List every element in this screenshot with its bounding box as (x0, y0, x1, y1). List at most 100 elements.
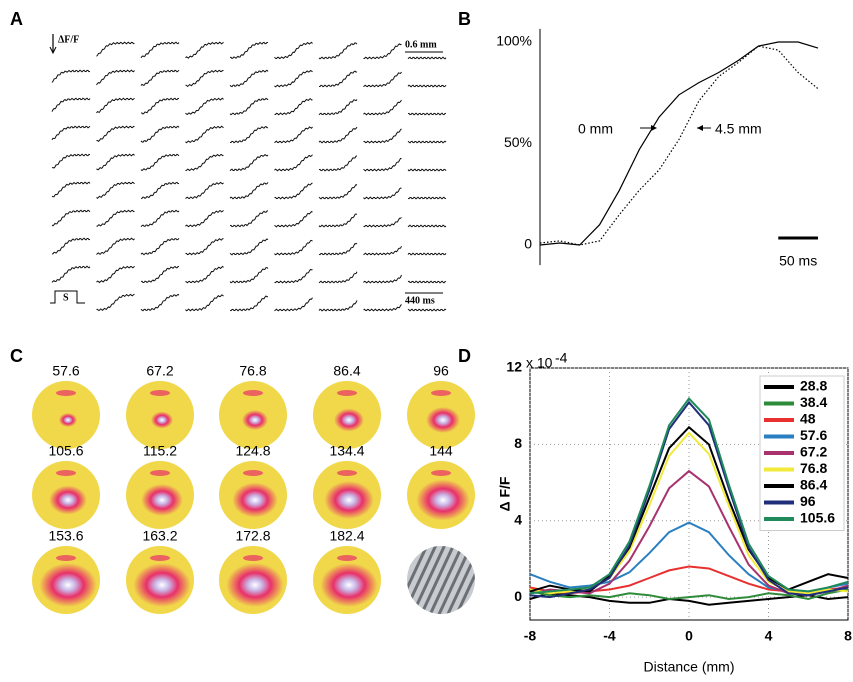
x-tick-label: -8 (524, 628, 537, 644)
image-grid: 57.6 67.2 76.8 86.4 96 105.6 115.2 124.8 134.4 14… (32, 363, 475, 614)
trace (96, 69, 135, 86)
trace (51, 69, 91, 83)
trace (141, 181, 180, 199)
trace (407, 168, 447, 172)
trace (274, 182, 313, 200)
trace (274, 41, 313, 60)
trace (318, 126, 358, 144)
trace (229, 97, 269, 116)
y-multiplier: x 10 (526, 355, 553, 371)
trace (185, 181, 224, 200)
frame-label: 57.6 (52, 363, 79, 379)
phase-map (407, 546, 475, 614)
trace (96, 125, 135, 142)
trace (318, 183, 358, 200)
frame-label: 105.6 (48, 443, 83, 459)
trace (318, 99, 358, 116)
arrow-head (697, 125, 703, 131)
trace (185, 69, 224, 88)
blob (242, 410, 268, 430)
series-line (529, 588, 849, 601)
x-tick-label: -4 (603, 628, 616, 644)
trace (185, 209, 224, 228)
trace (140, 209, 180, 228)
trace (96, 209, 135, 227)
trace (274, 98, 313, 116)
trace (229, 182, 269, 200)
legend-label: 105.6 (800, 510, 835, 526)
trace (407, 280, 447, 284)
trace (51, 125, 91, 141)
trace (363, 217, 402, 228)
legend-label: 38.4 (800, 394, 827, 410)
blob (49, 485, 87, 515)
trace (51, 153, 91, 169)
frame-label: 153.6 (48, 528, 83, 544)
series-line (539, 41, 819, 246)
trace (274, 210, 313, 228)
trace (96, 97, 135, 114)
legend-label: 96 (800, 493, 816, 509)
hotspot (337, 555, 357, 561)
trace (274, 154, 313, 172)
series-line (529, 521, 849, 595)
blob (39, 563, 97, 607)
series-line (539, 45, 819, 246)
y-tick-label: 50% (504, 134, 532, 150)
hotspot (56, 390, 76, 396)
trace (140, 237, 180, 256)
trace (274, 297, 313, 312)
x-tick-label: 4 (765, 628, 773, 644)
delta-label: ΔF/F (58, 34, 79, 45)
hotspot (150, 470, 170, 476)
trace (51, 237, 91, 255)
stimulus-label: S (63, 292, 69, 303)
y-axis-label: Δ F/F (497, 476, 513, 511)
trace (140, 125, 180, 143)
trace (140, 293, 180, 312)
hotspot (431, 470, 451, 476)
hotspot (431, 390, 451, 396)
trace (185, 41, 224, 59)
trace (229, 41, 269, 60)
legend-label: 57.6 (800, 427, 827, 443)
trace (319, 70, 358, 88)
trace-grid (51, 41, 447, 312)
annotation: 0 mm (578, 121, 613, 137)
arrow-head (651, 125, 657, 131)
hotspot (56, 470, 76, 476)
trace (141, 97, 180, 115)
frame-label: 96 (433, 363, 449, 379)
trace (363, 187, 402, 200)
trace (230, 126, 269, 144)
trace (363, 43, 402, 60)
trace (96, 293, 135, 311)
trace (229, 238, 269, 256)
y-tick-label: 8 (514, 435, 522, 451)
legend-label: 48 (800, 411, 816, 427)
trace (407, 224, 447, 228)
x-axis-label: Distance (mm) (643, 659, 734, 675)
series-line (529, 396, 849, 595)
hotspot (243, 390, 263, 396)
frame-label: 124.8 (235, 443, 270, 459)
blob (226, 563, 284, 607)
trace (363, 274, 402, 284)
y-tick-label: 4 (514, 511, 522, 527)
legend-label: 67.2 (800, 444, 827, 460)
hotspot (243, 555, 263, 561)
scale-label: 0.6 mm (405, 39, 437, 50)
trace (51, 265, 91, 283)
blob (232, 482, 278, 518)
legend-label: 28.8 (800, 378, 827, 394)
trace (96, 181, 135, 199)
trace (407, 112, 447, 116)
trace (318, 213, 358, 228)
trace (229, 69, 269, 88)
trace (318, 300, 358, 312)
trace (229, 153, 269, 172)
trace (185, 294, 224, 312)
trace (363, 304, 402, 312)
trace (185, 238, 224, 256)
